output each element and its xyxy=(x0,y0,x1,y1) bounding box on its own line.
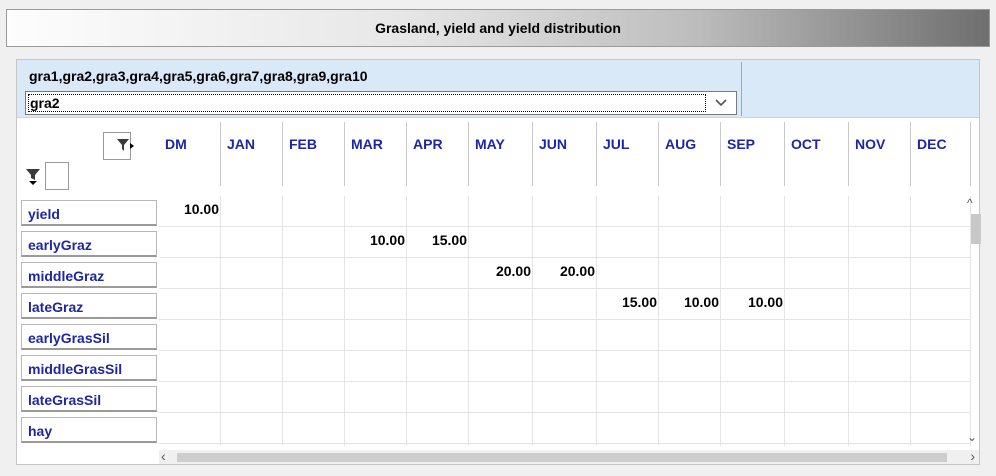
scroll-thumb[interactable] xyxy=(177,453,947,462)
data-panel: gra1,gra2,gra3,gra4,gra5,gra6,gra7,gra8,… xyxy=(16,59,981,465)
crop-select[interactable]: gra2 xyxy=(25,91,737,115)
chevron-right-icon[interactable]: › xyxy=(970,448,975,464)
grid-line xyxy=(159,350,971,351)
grid-line xyxy=(220,196,221,446)
selector-caption: gra1,gra2,gra3,gra4,gra5,gra6,gra7,gra8,… xyxy=(29,68,368,84)
row-header-lateGraz[interactable]: lateGraz xyxy=(21,293,157,319)
row-header-hay[interactable]: hay xyxy=(21,417,157,443)
chevron-left-icon[interactable]: ‹ xyxy=(161,448,166,464)
grid-line xyxy=(159,381,971,382)
selector-divider xyxy=(741,62,742,116)
grid-line xyxy=(970,196,971,446)
grid-line xyxy=(406,196,407,446)
column-header-nov[interactable]: NOV xyxy=(849,122,911,186)
table-cell[interactable]: 15.00 xyxy=(621,294,657,310)
grid-line xyxy=(848,196,849,446)
grid-line xyxy=(159,226,971,227)
row-header-earlyGrasSil[interactable]: earlyGrasSil xyxy=(21,324,157,350)
column-header-feb[interactable]: FEB xyxy=(283,122,345,186)
column-header-jul[interactable]: JUL xyxy=(597,122,659,186)
grid-line xyxy=(910,196,911,446)
column-header-mar[interactable]: MAR xyxy=(345,122,407,186)
table-cell[interactable]: 10.00 xyxy=(747,294,783,310)
column-header-sep[interactable]: SEP xyxy=(721,122,785,186)
grid-line xyxy=(159,443,971,444)
grid-line xyxy=(159,288,971,289)
chevron-down-icon[interactable] xyxy=(706,92,736,114)
focus-rect xyxy=(28,94,706,112)
column-header-apr[interactable]: APR xyxy=(407,122,469,186)
selector-bar: gra1,gra2,gra3,gra4,gra5,gra6,gra7,gra8,… xyxy=(17,60,979,118)
grid-line xyxy=(658,196,659,446)
column-filter-button[interactable] xyxy=(103,132,134,160)
row-header-middleGrasSil[interactable]: middleGrasSil xyxy=(21,355,157,381)
chevron-up-icon[interactable]: ^ xyxy=(967,196,973,210)
scroll-thumb[interactable] xyxy=(971,214,981,244)
funnel-icon xyxy=(116,137,134,155)
table-cell[interactable]: 10.00 xyxy=(369,232,405,248)
row-filter-box[interactable] xyxy=(45,162,69,190)
funnel-icon[interactable] xyxy=(25,168,43,186)
grid-line xyxy=(159,412,971,413)
column-header-aug[interactable]: AUG xyxy=(659,122,721,186)
table-cell[interactable]: 15.00 xyxy=(431,232,467,248)
row-header-yield[interactable]: yield xyxy=(21,200,157,226)
crop-select-value: gra2 xyxy=(30,95,60,111)
table-cell[interactable]: 10.00 xyxy=(683,294,719,310)
column-header-dec[interactable]: DEC xyxy=(911,122,971,186)
grid-line xyxy=(344,196,345,446)
grid-line xyxy=(720,196,721,446)
table-cell[interactable]: 10.00 xyxy=(183,201,219,217)
grid-line xyxy=(282,196,283,446)
row-header-middleGraz[interactable]: middleGraz xyxy=(21,262,157,288)
column-header-oct[interactable]: OCT xyxy=(785,122,849,186)
vertical-scrollbar[interactable]: ^ ⌄ xyxy=(967,196,981,450)
horizontal-scrollbar[interactable]: ‹ › xyxy=(159,448,979,464)
column-header-jun[interactable]: JUN xyxy=(533,122,597,186)
grid-line xyxy=(159,257,971,258)
window-title: Grasland, yield and yield distribution xyxy=(6,9,990,47)
row-header-earlyGraz[interactable]: earlyGraz xyxy=(21,231,157,257)
table-cell[interactable]: 20.00 xyxy=(559,263,595,279)
row-filter-control[interactable] xyxy=(21,162,69,190)
column-header-may[interactable]: MAY xyxy=(469,122,533,186)
chevron-down-icon[interactable]: ⌄ xyxy=(967,430,978,444)
data-grid[interactable]: 10.00 10.00 15.00 20.00 20.00 15.00 10.00 10.00 xyxy=(159,196,971,446)
grid-line xyxy=(159,319,971,320)
row-header-lateGrasSil[interactable]: lateGrasSil xyxy=(21,386,157,412)
column-header-dm[interactable]: DM xyxy=(159,122,221,186)
column-header-jan[interactable]: JAN xyxy=(221,122,283,186)
grid-line xyxy=(532,196,533,446)
grid-line xyxy=(468,196,469,446)
grid-line xyxy=(596,196,597,446)
table-cell[interactable]: 20.00 xyxy=(495,263,531,279)
grid-line xyxy=(784,196,785,446)
